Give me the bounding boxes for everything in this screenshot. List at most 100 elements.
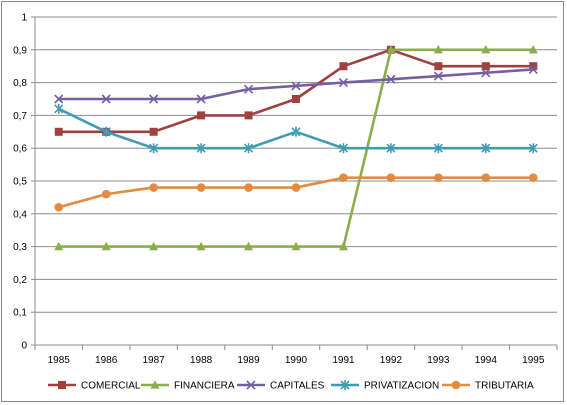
- data-point-tributaria: [149, 183, 158, 192]
- data-point-financiera: [338, 241, 348, 251]
- x-tick-label: 1989: [237, 355, 260, 366]
- legend-swatch-marker: [58, 381, 66, 389]
- data-point-comercial: [149, 127, 158, 136]
- series-line-comercial: [57, 48, 535, 134]
- data-point-capitales: [196, 94, 206, 104]
- data-point-privatizacion: [386, 143, 396, 154]
- data-point-capitales: [101, 94, 111, 104]
- data-point-capitales: [243, 84, 254, 94]
- data-point-capitales: [291, 81, 301, 91]
- y-tick-labels: 0 0,1 0,2 0,3 0,4 0,5 0,6 0,7 0,8 0,9 1: [13, 13, 27, 352]
- data-point-tributaria: [196, 183, 206, 192]
- series-lines: [54, 45, 538, 251]
- data-point-tributaria: [244, 183, 253, 192]
- data-point-financiera: [149, 241, 159, 251]
- y-tick-label: 0,3: [13, 242, 27, 253]
- legend-swatch-marker: [246, 380, 256, 390]
- data-point-privatizacion: [291, 126, 301, 137]
- y-tick-label: 0,2: [13, 275, 27, 286]
- legend-swatch-marker: [451, 380, 461, 390]
- y-tick-label: 0,6: [13, 144, 27, 155]
- legend-item-comercial: COMERCIAL: [48, 381, 141, 392]
- legend-item-financiera: FINANCIERA: [141, 380, 235, 392]
- legend-label: PRIVATIZACION: [364, 381, 439, 392]
- gridlines: [35, 16, 557, 313]
- series-tributaria: [54, 173, 538, 212]
- series-financiera: [54, 45, 538, 251]
- data-point-capitales: [338, 78, 349, 88]
- y-tick-label: 0,7: [13, 111, 27, 122]
- series-privatizacion: [54, 103, 538, 154]
- data-point-capitales: [528, 64, 538, 75]
- x-tick-label: 1993: [427, 355, 450, 366]
- series-line-capitales: [57, 68, 535, 101]
- y-tick-label: 0,1: [13, 308, 27, 319]
- y-tick-label: 0,8: [13, 78, 27, 89]
- x-tick-label: 1992: [380, 355, 403, 366]
- data-point-financiera: [291, 241, 301, 251]
- legend-label: TRIBUTARIA: [475, 381, 534, 392]
- data-point-financiera: [528, 45, 538, 54]
- data-point-capitales: [433, 71, 443, 81]
- data-point-comercial: [244, 111, 253, 120]
- x-tick-label: 1987: [143, 355, 166, 366]
- series-capitales: [54, 64, 538, 104]
- legend-label: FINANCIERA: [174, 381, 235, 392]
- data-point-privatizacion: [338, 143, 349, 154]
- legend-label: COMERCIAL: [81, 381, 141, 392]
- data-point-financiera: [481, 45, 491, 54]
- data-point-comercial: [339, 62, 348, 71]
- data-point-tributaria: [291, 183, 301, 192]
- x-tick-label: 1991: [332, 355, 355, 366]
- y-tick-label: 0: [21, 341, 27, 352]
- data-point-tributaria: [386, 173, 396, 183]
- data-point-tributaria: [54, 202, 64, 212]
- data-point-privatizacion: [481, 143, 491, 154]
- x-tick-label: 1994: [475, 355, 498, 366]
- series-line-tributaria: [57, 176, 535, 209]
- data-point-privatizacion: [528, 143, 538, 154]
- data-point-capitales: [386, 74, 396, 84]
- legend-label: CAPITALES: [270, 381, 325, 392]
- data-point-privatizacion: [433, 143, 443, 154]
- y-tick-label: 0,5: [13, 177, 27, 188]
- data-point-capitales: [149, 94, 159, 104]
- series-comercial: [54, 45, 538, 136]
- x-tick-label: 1995: [522, 355, 545, 366]
- x-tick-labels: 1985 1986 1987 1988 1989 1990 1991 1992 1993 1994…: [48, 355, 545, 366]
- data-point-comercial: [434, 62, 443, 71]
- data-point-comercial: [529, 62, 538, 71]
- x-tick-label: 1985: [48, 355, 71, 366]
- data-point-tributaria: [101, 189, 111, 199]
- data-point-comercial: [54, 127, 63, 136]
- data-point-tributaria: [339, 173, 348, 183]
- data-point-tributaria: [528, 173, 538, 183]
- data-point-financiera: [54, 241, 64, 251]
- data-point-financiera: [196, 241, 206, 251]
- legend-item-capitales: CAPITALES: [237, 380, 325, 392]
- data-point-comercial: [197, 111, 206, 120]
- legend-item-tributaria: TRIBUTARIA: [442, 381, 534, 392]
- data-point-comercial: [481, 62, 490, 71]
- y-tick-label: 0,4: [13, 209, 27, 220]
- legend-swatch-marker: [340, 380, 350, 390]
- data-point-privatizacion: [243, 143, 254, 154]
- data-point-financiera: [433, 45, 443, 54]
- data-point-privatizacion: [101, 126, 111, 137]
- data-point-capitales: [481, 68, 491, 78]
- data-point-privatizacion: [149, 143, 159, 154]
- data-point-financiera: [386, 45, 396, 54]
- x-tick-label: 1988: [190, 355, 213, 366]
- axes: [31, 16, 558, 350]
- data-point-capitales: [54, 94, 64, 104]
- data-point-financiera: [101, 241, 111, 251]
- x-tick-label: 1986: [95, 355, 118, 366]
- x-tick-label: 1990: [285, 355, 308, 366]
- data-point-tributaria: [481, 173, 491, 183]
- data-point-financiera: [244, 241, 254, 251]
- legend-item-privatizacion: PRIVATIZACION: [331, 380, 439, 392]
- data-point-comercial: [292, 95, 300, 103]
- legend: COMERCIAL FINANCIERA CAPITALES PRIVATIZACIO…: [48, 380, 534, 392]
